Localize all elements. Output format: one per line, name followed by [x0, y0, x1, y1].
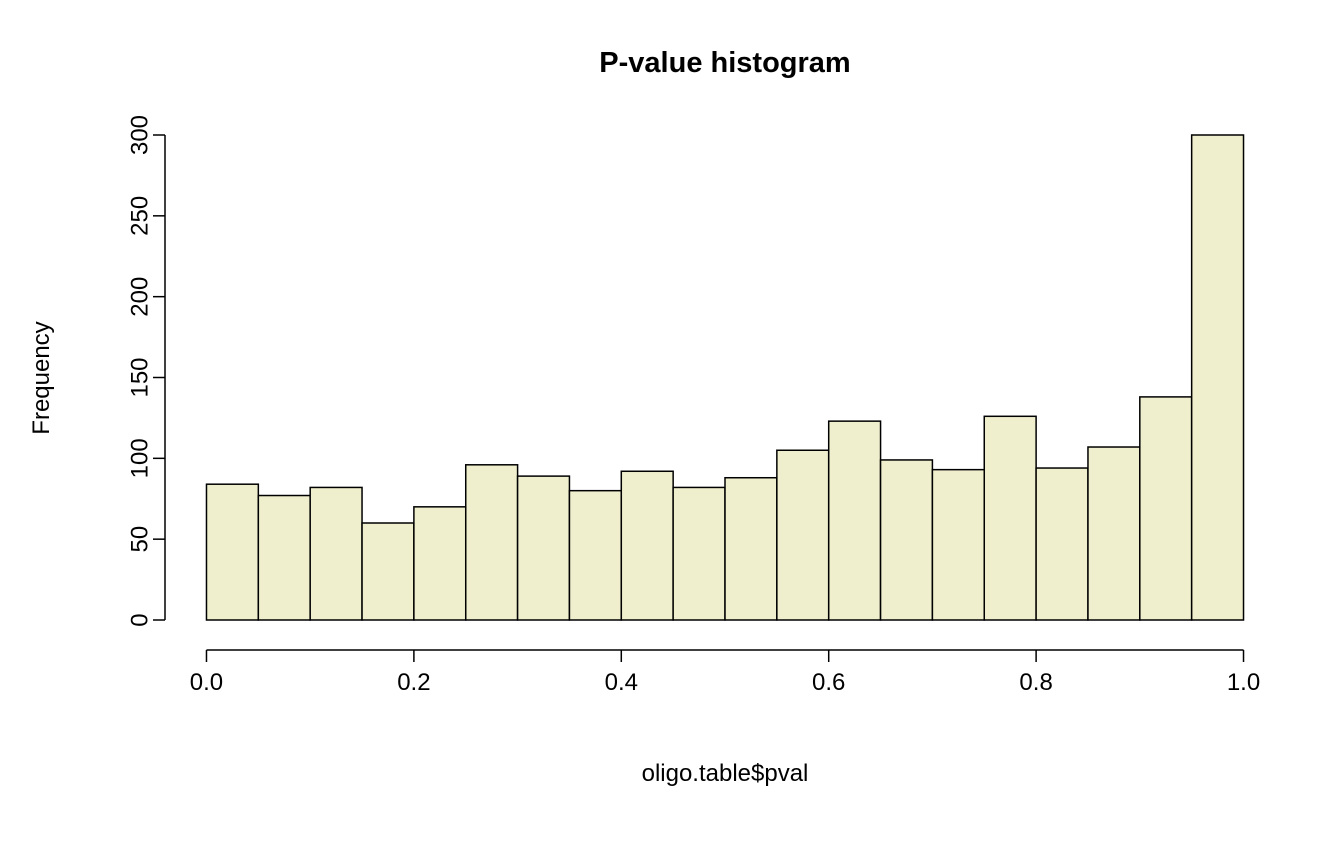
histogram-bar [258, 496, 310, 620]
histogram-bar [569, 491, 621, 620]
chart-container: P-value histogram Frequency oligo.table$… [0, 0, 1344, 864]
x-tick-label: 0.4 [605, 669, 638, 696]
y-tick-label: 200 [126, 277, 153, 317]
histogram-bar [310, 487, 362, 620]
x-tick-label: 0.8 [1019, 669, 1052, 696]
x-tick-label: 0.2 [397, 669, 430, 696]
x-tick-label: 0.6 [812, 669, 845, 696]
histogram-bar [414, 507, 466, 620]
histogram-bar [362, 523, 414, 620]
histogram-bar [829, 421, 881, 620]
histogram-bar [881, 460, 933, 620]
histogram-bar [725, 478, 777, 620]
y-tick-label: 50 [126, 526, 153, 553]
y-tick-label: 100 [126, 438, 153, 478]
y-tick-label: 300 [126, 115, 153, 155]
histogram-bar [206, 484, 258, 620]
y-tick-label: 150 [126, 357, 153, 397]
y-tick-label: 0 [126, 613, 153, 626]
histogram-bar [466, 465, 518, 620]
histogram-bar [1140, 397, 1192, 620]
histogram-bar [777, 450, 829, 620]
x-tick-label: 0.0 [190, 669, 223, 696]
histogram-bar [518, 476, 570, 620]
y-axis-label: Frequency [27, 228, 57, 528]
histogram-bar [673, 487, 725, 620]
histogram-bar [1088, 447, 1140, 620]
chart-title: P-value histogram [0, 47, 1344, 80]
y-tick-label: 250 [126, 196, 153, 236]
histogram-svg: 0 50 100 150 200 250 300 0.0 0.2 0.4 0.6 0.8 1.0 [0, 0, 1344, 864]
histogram-bar [621, 471, 673, 620]
x-tick-label: 1.0 [1227, 669, 1260, 696]
histogram-bar [984, 416, 1036, 620]
histogram-bar [932, 470, 984, 620]
histogram-bar [1036, 468, 1088, 620]
histogram-bar [1192, 135, 1244, 620]
x-axis-label: oligo.table$pval [0, 760, 1344, 788]
